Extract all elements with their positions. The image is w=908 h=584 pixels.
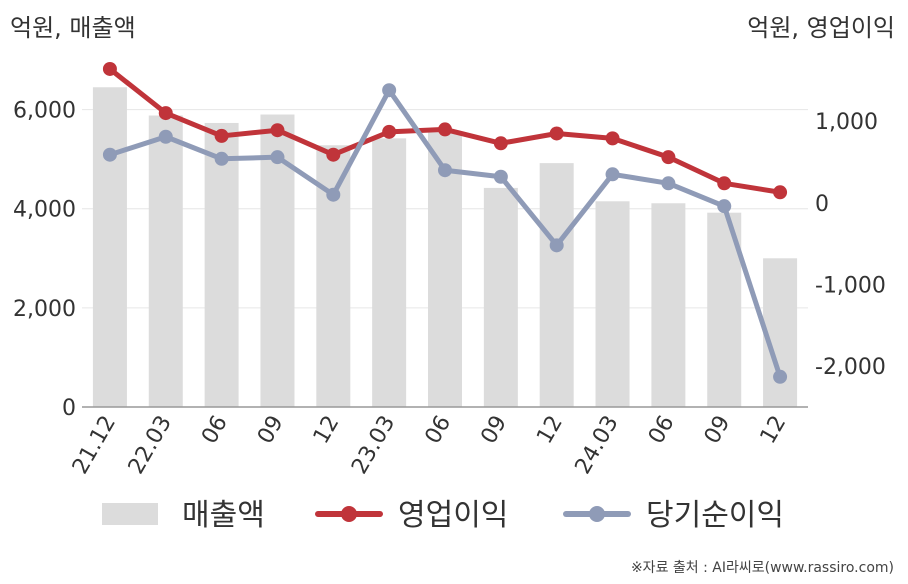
series-point <box>717 199 732 214</box>
legend-swatch-bar <box>102 503 158 525</box>
bar <box>92 87 127 407</box>
left-tick-label: 2,000 <box>13 297 76 322</box>
x-tick-label: 06 <box>197 412 233 449</box>
x-tick-label: 22.03 <box>124 412 177 479</box>
series-point <box>717 176 732 191</box>
series-point <box>438 122 452 137</box>
right-tick-label: 0 <box>815 192 829 217</box>
left-axis-title: 억원, 매출액 <box>10 14 136 42</box>
x-tick-label: 21.12 <box>68 412 121 479</box>
series-point <box>661 176 676 191</box>
right-tick-label: -1,000 <box>815 274 886 299</box>
series-point <box>549 126 564 141</box>
series-point <box>270 150 285 165</box>
x-tick-label: 09 <box>700 412 736 449</box>
line-series <box>102 61 788 384</box>
x-tick-label: 09 <box>253 412 289 449</box>
series-point <box>773 185 788 200</box>
legend: 매출액 영업이익 당기순이익 <box>102 498 784 533</box>
right-axis-title: 억원, 영업이익 <box>747 14 895 42</box>
x-tick-label: 23.03 <box>347 412 400 479</box>
right-tick-label: 1,000 <box>815 110 878 135</box>
bar <box>651 203 686 407</box>
bar <box>595 201 630 407</box>
right-tick-label: -2,000 <box>815 355 886 380</box>
series-point <box>493 169 508 184</box>
series-point <box>326 187 341 202</box>
legend-label: 매출액 <box>182 498 265 533</box>
legend-swatch-marker <box>589 506 605 522</box>
series-point <box>326 147 341 162</box>
series-point <box>773 369 788 384</box>
series-point <box>158 129 173 144</box>
legend-label: 영업이익 <box>398 498 508 533</box>
x-tick-label: 24.03 <box>571 412 624 479</box>
series-point <box>382 124 397 139</box>
bar <box>148 115 183 408</box>
series-point <box>214 151 229 166</box>
series-point <box>605 167 620 182</box>
series-point <box>270 123 285 138</box>
x-tick-label: 12 <box>309 412 345 449</box>
x-tick-label: 12 <box>532 412 568 449</box>
series-point <box>214 128 229 143</box>
series-point <box>549 238 564 253</box>
series-point <box>158 106 173 121</box>
series-point <box>605 131 620 146</box>
x-tick-label: 12 <box>756 412 792 449</box>
source-note: ※자료 출처 : AI라씨로(www.rassiro.com) <box>631 560 894 576</box>
x-tick-label: 09 <box>476 412 512 449</box>
x-tick-label: 06 <box>644 412 680 449</box>
legend-swatch-marker <box>341 506 357 522</box>
bar <box>204 122 239 407</box>
bar <box>539 163 574 407</box>
left-tick-label: 6,000 <box>13 99 76 124</box>
left-tick-label: 0 <box>62 396 76 421</box>
x-tick-label: 06 <box>421 412 457 449</box>
bar <box>428 131 462 407</box>
series-point <box>102 61 117 76</box>
legend-label: 당기순이익 <box>646 498 784 533</box>
left-tick-label: 4,000 <box>13 198 76 223</box>
series-point <box>102 147 117 162</box>
series-point <box>661 150 676 165</box>
series-point <box>382 83 397 98</box>
bar-series <box>92 87 798 408</box>
series-point <box>438 163 452 178</box>
series-point <box>493 136 508 151</box>
bar <box>483 187 518 407</box>
bar <box>372 138 407 407</box>
